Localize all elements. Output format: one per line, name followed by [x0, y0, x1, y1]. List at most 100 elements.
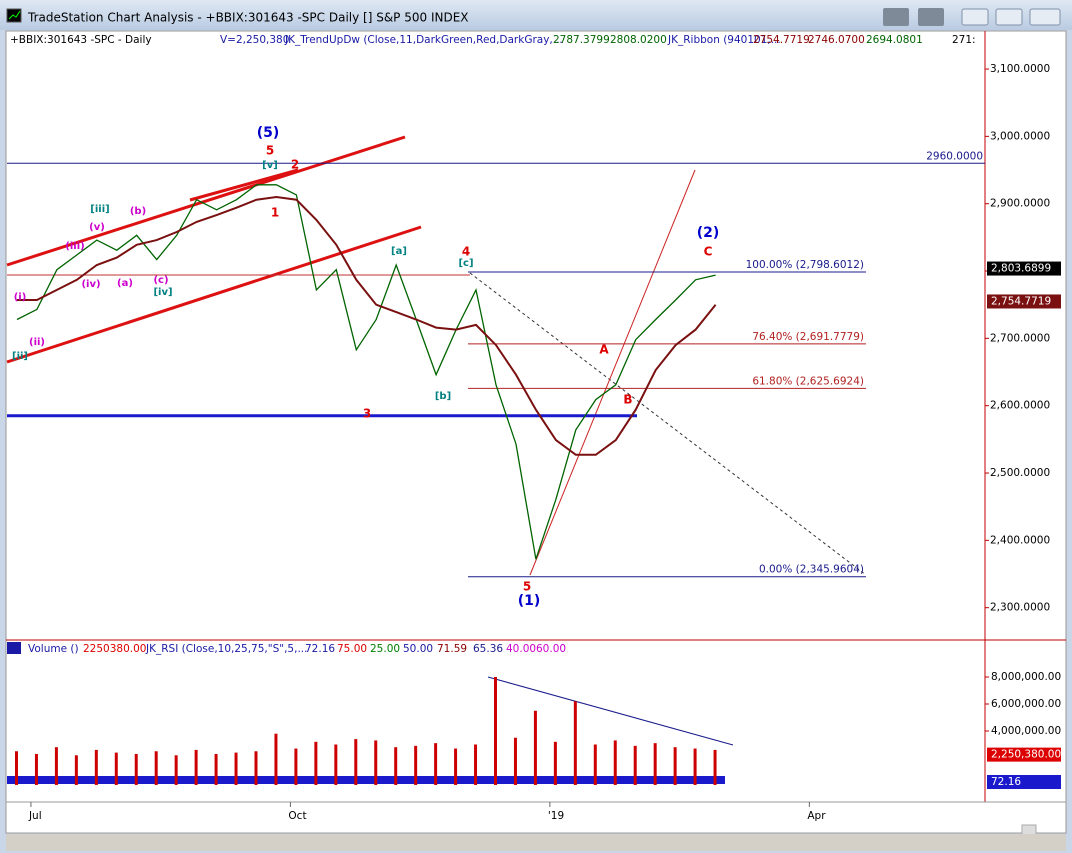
wave-label: A	[599, 343, 609, 357]
volume-header-item: 71.59	[437, 643, 467, 655]
volume-bar	[573, 701, 577, 785]
i-button[interactable]	[918, 8, 944, 26]
volume-trendline	[487, 676, 734, 746]
volume-bar	[154, 751, 158, 785]
volume-bar	[174, 755, 178, 785]
channel-lower	[6, 225, 422, 364]
price-tag	[987, 294, 1061, 309]
volume-bar	[494, 677, 497, 785]
level-label: 0.00% (2,345.9604)	[759, 564, 864, 576]
price-line	[16, 184, 716, 560]
header-item: JK_TrendUpDw (Close,11,DarkGreen,Red,Dar…	[284, 34, 563, 46]
y-tick-label: 2,700.0000	[990, 332, 1050, 344]
volume-bar	[414, 745, 418, 785]
volume-header-item: 2250380.00	[83, 643, 146, 655]
rsi-tag-label: 72.16	[991, 776, 1021, 788]
volume-header-item: 60.00	[536, 643, 566, 655]
header-item: JK_Ribbon (940101,...	[667, 34, 781, 46]
y-tick-label: 3,000.0000	[990, 130, 1050, 142]
wave-label: (i)	[14, 292, 27, 303]
x-tick-label: Jul	[28, 810, 42, 822]
price-tag	[987, 261, 1061, 276]
wave-label: [a]	[391, 246, 407, 257]
volume-y-tick-label: 6,000,000.00	[991, 698, 1061, 710]
volume-y-tick-label: 8,000,000.00	[991, 671, 1061, 683]
header-item: 2787.3799	[553, 34, 610, 46]
level-label: 2960.0000	[926, 150, 983, 162]
y-tick-label: 3,100.0000	[990, 63, 1050, 75]
wave-label: 4	[462, 245, 470, 259]
wave-label: (1)	[518, 593, 541, 609]
volume-bar	[74, 755, 78, 785]
maximize-button[interactable]	[995, 8, 1023, 26]
volume-header-item: 75.00	[337, 643, 367, 655]
y-tick-label: 2,900.0000	[990, 198, 1050, 210]
chart-area	[5, 30, 1067, 834]
wave-label: (v)	[89, 222, 105, 233]
x-tick-label: Oct	[288, 810, 306, 822]
s-button[interactable]	[883, 8, 909, 26]
wave-label: [iv]	[153, 287, 172, 298]
x-tick-label: Apr	[807, 810, 826, 822]
header-item: 2808.0200	[610, 34, 667, 46]
status-bar	[6, 834, 1066, 851]
volume-header-item: JK_RSI (Close,10,25,75,"S",5,...	[145, 643, 307, 655]
wave-label: (b)	[130, 206, 146, 217]
header-item: +BBIX:301643 -SPC - Daily	[10, 34, 152, 46]
wave-label: 1	[271, 206, 279, 220]
volume-bar	[354, 739, 358, 785]
volume-bar	[254, 751, 258, 785]
volume-bar	[34, 753, 38, 785]
wave-label: [ii]	[12, 351, 28, 362]
wave-label: [c]	[458, 258, 473, 269]
level-label: 61.80% (2,625.6924)	[752, 375, 864, 387]
volume-bar	[513, 737, 517, 785]
wave-label: (5)	[257, 125, 280, 141]
header-item: V=2,250,380	[220, 34, 289, 46]
app-icon-glyph	[8, 10, 21, 20]
volume-bar	[274, 733, 278, 785]
pane-icon	[7, 642, 21, 654]
header-item: 2754.7719	[753, 34, 810, 46]
volume-tag-label: 2,250,380.00	[991, 749, 1061, 761]
volume-bar	[693, 748, 697, 785]
level-label: 76.40% (2,691.7779)	[752, 331, 864, 343]
volume-bar	[633, 745, 637, 785]
volume-bar	[533, 710, 537, 785]
wave-label: (ii)	[29, 337, 45, 348]
y-tick-label: 2,500.0000	[990, 467, 1050, 479]
wave-label: (a)	[117, 278, 133, 289]
volume-bar	[613, 740, 617, 785]
header-item: 2746.0700	[808, 34, 865, 46]
close-button[interactable]	[1029, 8, 1061, 26]
volume-bar	[593, 744, 597, 785]
volume-bar	[474, 744, 478, 785]
y-tick-label: 2,600.0000	[990, 400, 1050, 412]
volume-header-item: 72.16	[305, 643, 335, 655]
minimize-button[interactable]	[961, 8, 989, 26]
volume-y-tick-label: 4,000,000.00	[991, 725, 1061, 737]
volume-header-item: Volume ()	[28, 643, 79, 655]
volume-bar	[14, 751, 18, 785]
rsi-tag	[987, 775, 1061, 789]
y-tick-label: 2,300.0000	[990, 602, 1050, 614]
wave-label: 5	[266, 144, 274, 158]
dashed-projection	[469, 272, 867, 576]
header-item: 2694.0801	[866, 34, 923, 46]
wave-label: (c)	[153, 275, 168, 286]
y-tick-label: 2,400.0000	[990, 534, 1050, 546]
volume-bar	[314, 741, 318, 785]
volume-bar	[194, 749, 198, 785]
volume-header-item: 40.00	[506, 643, 536, 655]
wave-label: 3	[363, 407, 371, 421]
drawings	[6, 135, 867, 784]
price-tag-label: 2,754.7719	[991, 295, 1051, 307]
wave-label: (2)	[697, 225, 720, 241]
fib-fan	[529, 169, 696, 576]
volume-bar	[553, 741, 557, 785]
level-label: 100.00% (2,798.6012)	[746, 259, 864, 271]
volume-bar	[653, 743, 657, 785]
header-item: 271:	[952, 34, 976, 46]
wave-label: [v]	[262, 160, 278, 171]
